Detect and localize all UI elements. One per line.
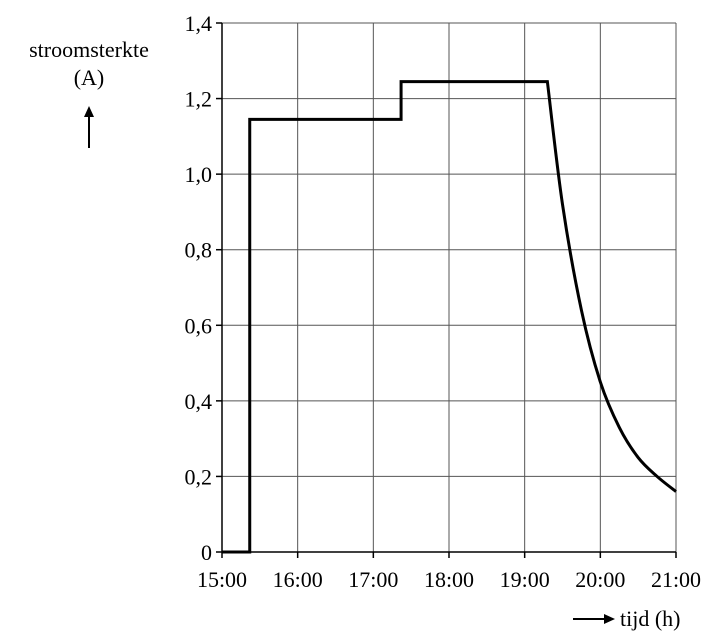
x-tick-label: 17:00 <box>348 567 398 592</box>
x-tick-label: 16:00 <box>273 567 323 592</box>
x-tick-label: 19:00 <box>500 567 550 592</box>
y-tick-label: 1,2 <box>185 87 213 112</box>
y-axis-unit: (A) <box>74 65 105 90</box>
y-tick-label: 0,2 <box>185 464 213 489</box>
y-tick-label: 0,4 <box>185 389 213 414</box>
y-tick-label: 1,4 <box>185 11 213 36</box>
series-layer <box>222 80 677 554</box>
grid <box>222 22 677 552</box>
x-tick-label: 15:00 <box>197 567 247 592</box>
x-tick-label: 21:00 <box>651 567 701 592</box>
tick-labels: 15:00 16:00 17:00 18:00 19:00 20:00 21:00 0 0,2 0… <box>185 11 702 592</box>
series-line <box>222 80 677 554</box>
y-tick-label: 1,0 <box>185 162 213 187</box>
y-axis-title: stroomsterkte <box>29 37 149 62</box>
x-axis-title: tijd (h) <box>620 606 681 631</box>
y-tick-label: 0,6 <box>185 313 213 338</box>
x-tick-label: 20:00 <box>575 567 625 592</box>
y-tick-label: 0,8 <box>185 238 213 263</box>
x-tick-label: 18:00 <box>424 567 474 592</box>
axes <box>216 22 677 558</box>
y-axis-arrow <box>84 106 94 148</box>
y-tick-label: 0 <box>201 540 212 565</box>
x-axis-arrow <box>573 614 615 624</box>
